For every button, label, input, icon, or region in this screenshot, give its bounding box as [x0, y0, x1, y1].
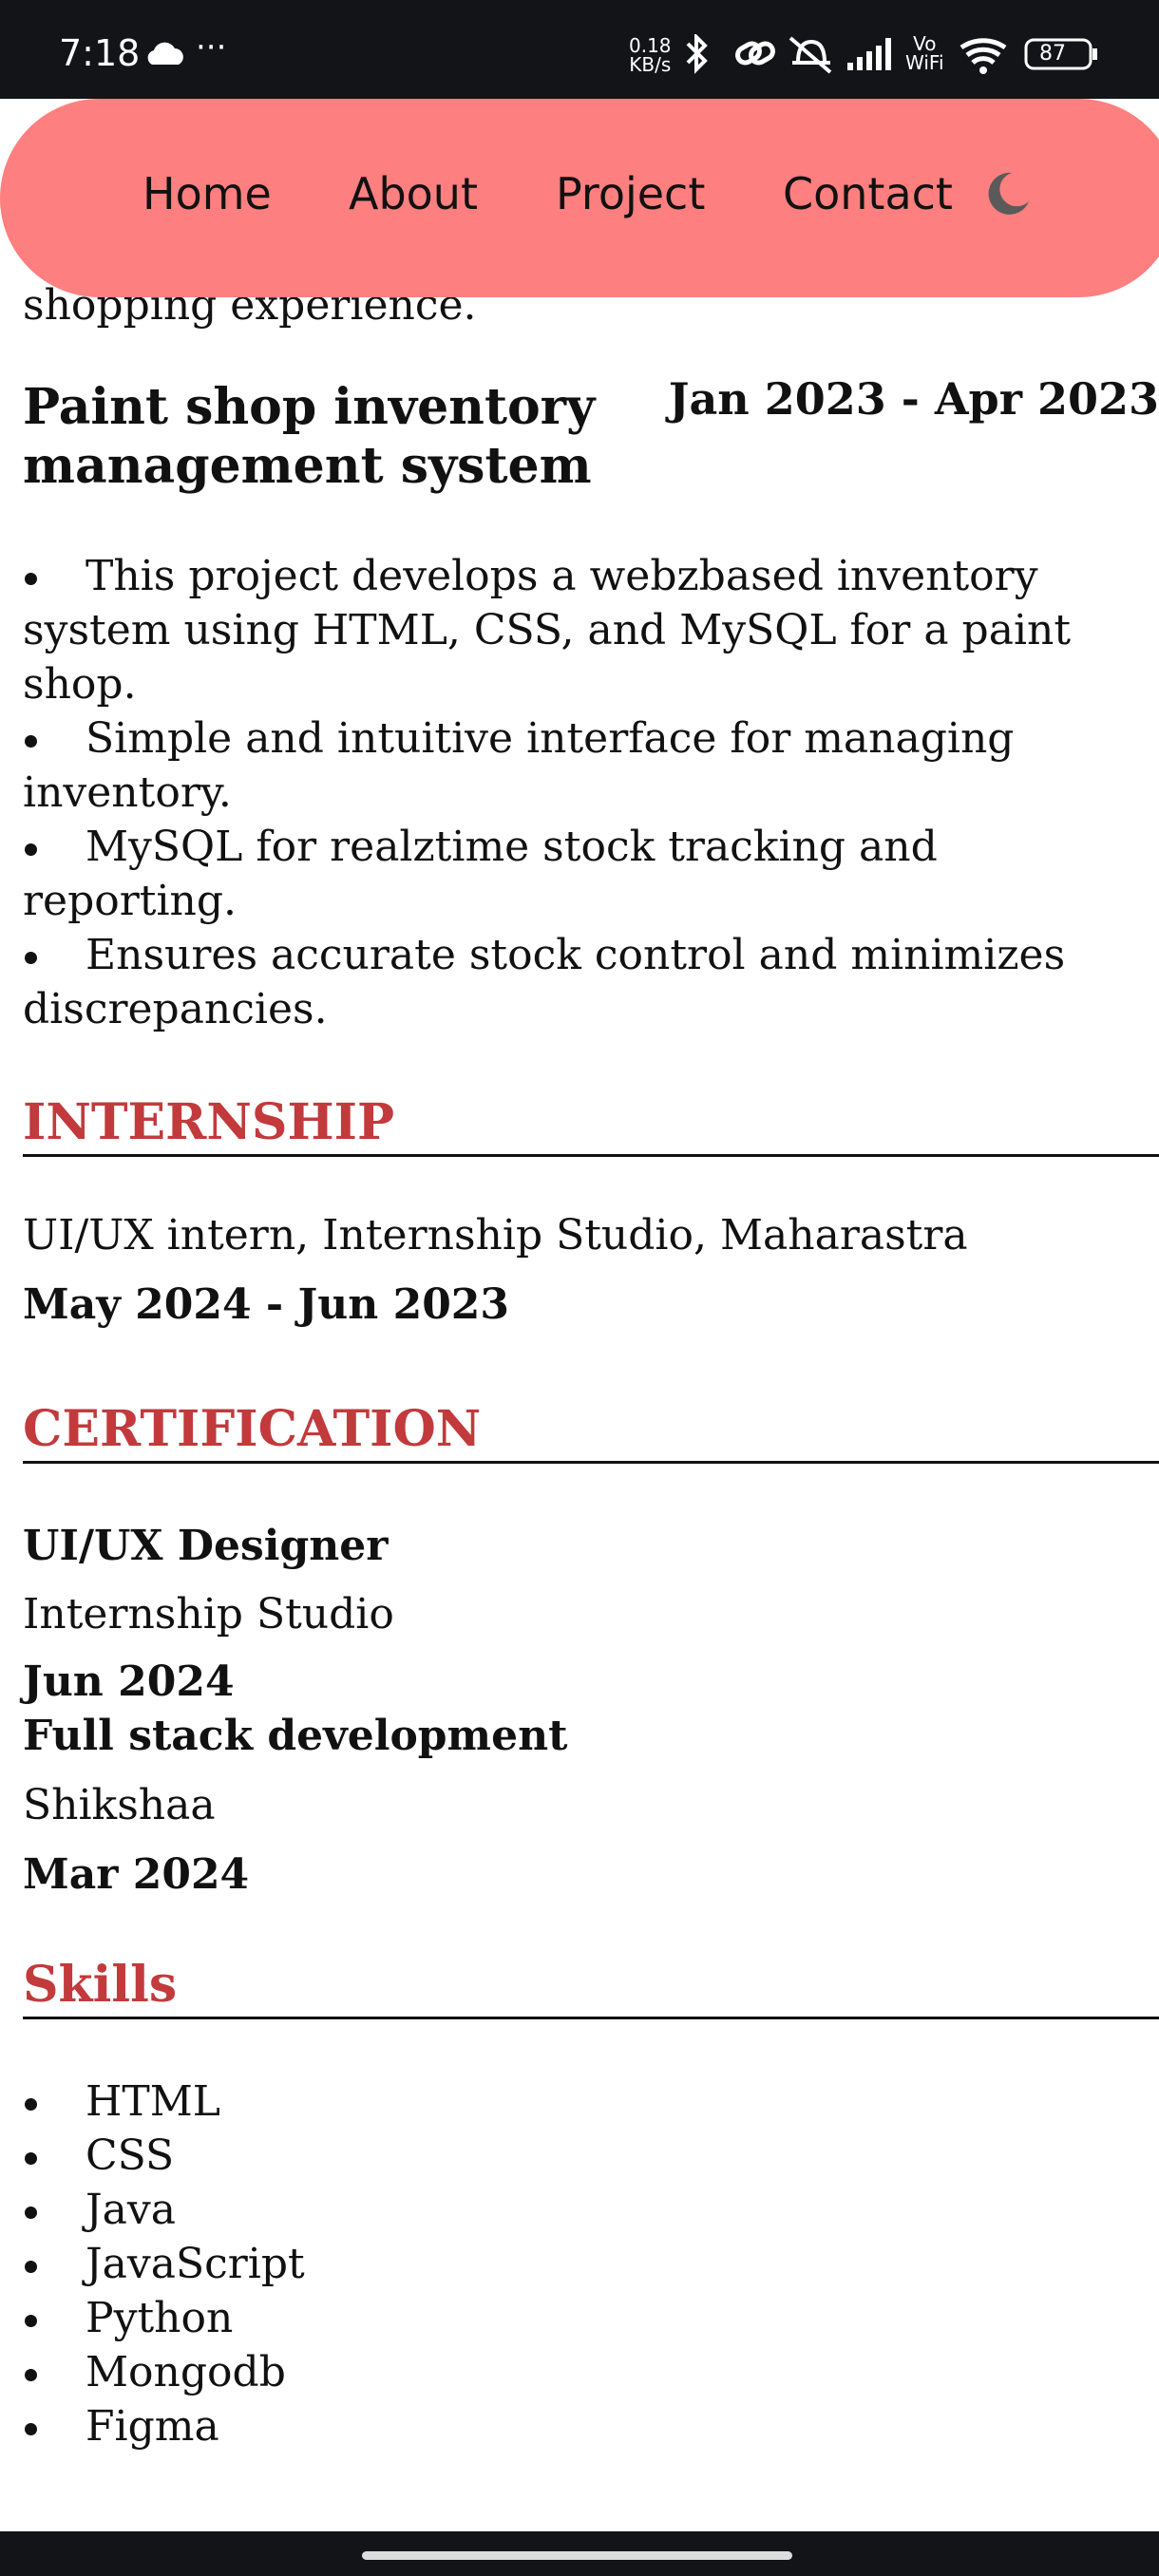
skills-list: HTML CSS Java JavaScript Python Mongodb Figma [23, 2074, 1115, 2453]
cert-title: Full stack development [23, 1712, 568, 1760]
bullet [25, 952, 37, 964]
bullet [25, 2152, 37, 2165]
status-icons [686, 34, 1097, 74]
project-bullet-text: MySQL for realztime stock tracking and r… [23, 823, 938, 925]
skill: HTML [23, 2074, 1115, 2129]
net-speed-value: 0.18 [629, 34, 672, 57]
skill-text: JavaScript [86, 2240, 305, 2288]
section-heading: CERTIFICATION [23, 1400, 1159, 1464]
volte-label: Vo [913, 32, 937, 55]
skill: Python [23, 2291, 1115, 2345]
project-bullet-text: This project develops a webzbased invent… [23, 552, 1072, 709]
cert-title: UI/UX Designer [23, 1522, 389, 1570]
nav-link[interactable]: Contact [783, 168, 953, 219]
internship-role: UI/UX intern, Internship Studio, Maharas… [23, 1211, 968, 1260]
project-bullet: Ensures accurate stock control and minim… [23, 928, 1115, 1036]
skill: JavaScript [23, 2237, 1115, 2291]
project-bullet: This project develops a webzbased invent… [23, 549, 1115, 711]
nav-link[interactable]: Home [142, 168, 272, 219]
time: 7:18 [59, 32, 141, 74]
cert-issuer: Internship Studio [23, 1590, 394, 1638]
cert-date: Mar 2024 [23, 1850, 250, 1899]
skill-text: Mongodb [86, 2348, 286, 2396]
nav-link[interactable]: About [349, 168, 479, 219]
bullet [25, 2315, 37, 2327]
skill: Mongodb [23, 2345, 1115, 2399]
nav-link[interactable]: Project [556, 168, 706, 219]
skill-text: HTML [86, 2077, 220, 2126]
skill-text: Figma [86, 2402, 219, 2451]
cert-issuer: Shikshaa [23, 1781, 216, 1829]
net-speed-unit: KB/s [629, 53, 672, 76]
gesture-bar [0, 2531, 1159, 2576]
more-icon: ··· [196, 28, 227, 66]
theme-toggle[interactable] [983, 169, 1033, 218]
bullet [25, 735, 37, 748]
net-speed: 0.18 KB/s [629, 36, 672, 74]
nav-bar: Home About Project Contact [0, 99, 1159, 297]
cert-date: Jun 2024 [23, 1657, 235, 1706]
skill-text: Python [86, 2294, 234, 2342]
bullet [25, 2423, 37, 2435]
volte: Vo WiFi [905, 34, 944, 72]
battery-level: 87 [1039, 42, 1066, 66]
home-handle [362, 2551, 792, 2560]
skill: Figma [23, 2399, 1115, 2453]
cloud-icon [147, 42, 183, 65]
status-bar: 7:18 ··· 0.18 KB/s Vo WiFi 87 [0, 0, 1159, 99]
internship-dates: May 2024 - Jun 2023 [23, 1280, 510, 1329]
project-title: Paint shop inventory management system [23, 378, 596, 495]
wifi-label: WiFi [905, 51, 944, 74]
bullet [25, 843, 37, 856]
project-bullet: Simple and intuitive interface for manag… [23, 711, 1115, 820]
project-bullet-text: Simple and intuitive interface for manag… [23, 714, 1015, 817]
section-heading: Skills [23, 1956, 1159, 2019]
skill: Java [23, 2183, 1115, 2237]
project-bullets: This project develops a webzbased invent… [23, 549, 1115, 1036]
bullet [25, 2261, 37, 2273]
skill-text: Java [86, 2186, 176, 2234]
bullet [25, 2369, 37, 2381]
project-bullet: MySQL for realztime stock tracking and r… [23, 820, 1115, 928]
project-dates: Jan 2023 - Apr 2023 [668, 373, 1159, 425]
section-heading: INTERNSHIP [23, 1093, 1159, 1157]
project-bullet-text: Ensures accurate stock control and minim… [23, 931, 1066, 1033]
bullet [25, 2098, 37, 2111]
skill: CSS [23, 2129, 1115, 2183]
bullet [25, 573, 37, 585]
bullet [25, 2207, 37, 2219]
skill-text: CSS [86, 2131, 175, 2180]
